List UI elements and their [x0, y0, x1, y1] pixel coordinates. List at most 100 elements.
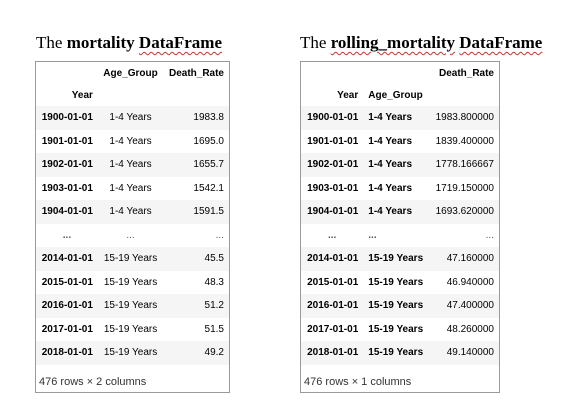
title-name: rolling_mortality	[330, 33, 456, 52]
corner-cell	[301, 62, 363, 84]
cell-death-rate: 51.2	[204, 300, 224, 312]
cell-age-group: 1-4 Years	[109, 112, 152, 124]
row-index-year: 2015-01-01	[41, 276, 93, 288]
title-name: mortality	[66, 33, 135, 52]
row-index-year: 2015-01-01	[307, 276, 359, 288]
cell-death-rate: 1839.400000	[435, 135, 494, 147]
cell-age-group: 15-19 Years	[103, 347, 158, 359]
col-header-age-group: Age_Group	[103, 67, 158, 79]
cell-death-rate: 46.940000	[446, 276, 494, 288]
row-index-year: 1904-01-01	[41, 206, 93, 218]
cell-age-group: 15-19 Years	[368, 347, 424, 359]
row-index-year: 2018-01-01	[307, 347, 359, 359]
row-index-year: 1903-01-01	[307, 182, 359, 194]
table-row: .........	[301, 224, 499, 248]
row-index-year: 2017-01-01	[41, 323, 93, 335]
rolling-mortality-title: The rolling_mortality DataFrame	[300, 33, 542, 53]
cell-age-group: 15-19 Years	[368, 276, 424, 288]
cell-age-group: 1-4 Years	[368, 112, 413, 124]
mortality-dataframe-panel: Age_Group Death_Rate Year 1900-01-01 1-4 …	[35, 61, 230, 393]
index-name-year: Year	[337, 89, 359, 101]
rolling-mortality-dataframe-panel: Death_Rate Year Age_Group 1900-01-01 1-4 …	[300, 61, 500, 393]
cell-death-rate: 47.160000	[446, 253, 494, 265]
index-name-year: Year	[71, 89, 93, 101]
empty-header	[429, 84, 499, 106]
cell-death-rate: 1655.7	[193, 159, 224, 171]
table-row: 1903-01-01 1-4 Years 1719.150000	[301, 177, 499, 201]
cell-death-rate: 51.5	[204, 323, 224, 335]
row-index-year: 1902-01-01	[307, 159, 359, 171]
rolling-mortality-table-body: 1900-01-01 1-4 Years 1983.800000 1901-01-01…	[301, 106, 499, 365]
cell-age-group: 15-19 Years	[103, 323, 158, 335]
cell-death-rate: ...	[215, 229, 224, 241]
corner-cell	[363, 62, 429, 84]
cell-death-rate: 1695.0	[193, 135, 224, 147]
table-row: 2015-01-01 15-19 Years 46.940000	[301, 271, 499, 295]
cell-death-rate: 47.400000	[446, 300, 494, 312]
cell-death-rate: 1983.8	[193, 112, 224, 124]
table-row: 1901-01-01 1-4 Years 1695.0	[36, 130, 229, 154]
row-index-year: ...	[62, 229, 72, 241]
mortality-title: The mortality DataFrame	[36, 33, 222, 53]
cell-death-rate: 48.3	[204, 276, 224, 288]
mortality-table: Age_Group Death_Rate Year 1900-01-01 1-4 …	[36, 62, 229, 365]
table-row: 1903-01-01 1-4 Years 1542.1	[36, 177, 229, 201]
row-index-year: 1904-01-01	[307, 206, 359, 218]
table-row: .........	[36, 224, 229, 248]
col-header-death-rate: Death_Rate	[438, 67, 494, 79]
cell-age-group: 1-4 Years	[368, 182, 413, 194]
table-row: 1900-01-01 1-4 Years 1983.800000	[301, 106, 499, 130]
row-index-year: 1902-01-01	[41, 159, 93, 171]
title-prefix: The	[300, 33, 331, 52]
row-index-year: ...	[327, 229, 337, 241]
row-index-year: 2014-01-01	[41, 253, 93, 265]
row-index-year: 2018-01-01	[41, 347, 93, 359]
corner-cell	[36, 62, 98, 84]
cell-age-group: ...	[368, 229, 377, 241]
table-row: 2015-01-01 15-19 Years 48.3	[36, 271, 229, 295]
table-row: 2017-01-01 15-19 Years 48.260000	[301, 318, 499, 342]
mortality-table-body: 1900-01-01 1-4 Years 1983.8 1901-01-01 1-4 Y…	[36, 106, 229, 365]
cell-death-rate: 1983.800000	[435, 112, 494, 124]
title-prefix: The	[36, 33, 67, 52]
table-row: 1900-01-01 1-4 Years 1983.8	[36, 106, 229, 130]
cell-age-group: 15-19 Years	[368, 253, 424, 265]
row-index-year: 2017-01-01	[307, 323, 359, 335]
empty-header	[98, 84, 163, 106]
cell-death-rate: 49.2	[204, 347, 224, 359]
row-index-year: 2014-01-01	[307, 253, 359, 265]
cell-age-group: 15-19 Years	[368, 300, 424, 312]
cell-death-rate: 1693.620000	[435, 206, 494, 218]
table-row: 2014-01-01 15-19 Years 47.160000	[301, 247, 499, 271]
cell-death-rate: 1778.166667	[435, 159, 494, 171]
table-row: 2017-01-01 15-19 Years 51.5	[36, 318, 229, 342]
cell-age-group: 1-4 Years	[109, 159, 152, 171]
row-index-year: 1901-01-01	[307, 135, 359, 147]
row-index-year: 2016-01-01	[41, 300, 93, 312]
cell-death-rate: 45.5	[204, 253, 224, 265]
title-type: DataFrame	[459, 33, 543, 52]
cell-age-group: 1-4 Years	[368, 206, 413, 218]
table-row: 2016-01-01 15-19 Years 51.2	[36, 294, 229, 318]
index-name-age-group: Age_Group	[368, 89, 423, 101]
table-row: 2018-01-01 15-19 Years 49.2	[36, 341, 229, 365]
row-index-year: 2016-01-01	[307, 300, 359, 312]
table-row: 1901-01-01 1-4 Years 1839.400000	[301, 130, 499, 154]
table-row: 1904-01-01 1-4 Years 1693.620000	[301, 200, 499, 224]
table-row: 1904-01-01 1-4 Years 1591.5	[36, 200, 229, 224]
rolling-mortality-table: Death_Rate Year Age_Group 1900-01-01 1-4 …	[301, 62, 499, 365]
table-row: 2016-01-01 15-19 Years 47.400000	[301, 294, 499, 318]
table-row: 1902-01-01 1-4 Years 1778.166667	[301, 153, 499, 177]
table-row: 1902-01-01 1-4 Years 1655.7	[36, 153, 229, 177]
col-header-death-rate: Death_Rate	[168, 67, 224, 79]
cell-death-rate: 49.140000	[446, 347, 494, 359]
cell-age-group: 15-19 Years	[103, 253, 158, 265]
cell-age-group: 15-19 Years	[103, 300, 158, 312]
cell-age-group: 15-19 Years	[368, 323, 424, 335]
cell-death-rate: 1591.5	[193, 206, 224, 218]
cell-age-group: ...	[126, 229, 135, 241]
cell-age-group: 1-4 Years	[368, 135, 413, 147]
cell-age-group: 1-4 Years	[368, 159, 413, 171]
row-count-footer: 476 rows × 2 columns	[39, 376, 147, 388]
cell-death-rate: 1719.150000	[435, 182, 494, 194]
